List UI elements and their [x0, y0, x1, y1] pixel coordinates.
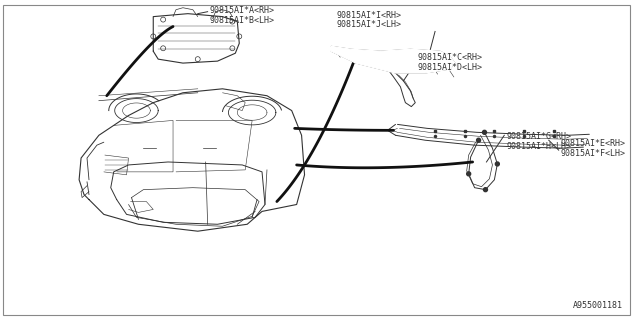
Text: 90815AI*A<RH>: 90815AI*A<RH> — [210, 6, 275, 15]
Text: 90815AI*E<RH>: 90815AI*E<RH> — [561, 139, 626, 148]
Polygon shape — [332, 46, 455, 73]
Circle shape — [483, 130, 486, 134]
Text: 90815AI*I<RH>: 90815AI*I<RH> — [336, 11, 401, 20]
Text: 90815AI*B<LH>: 90815AI*B<LH> — [210, 16, 275, 25]
Text: 90815AI*H<LH>: 90815AI*H<LH> — [506, 142, 572, 151]
Circle shape — [483, 188, 488, 192]
Text: 90815AI*C<RH>: 90815AI*C<RH> — [417, 53, 483, 62]
Text: A955001181: A955001181 — [573, 301, 623, 310]
Circle shape — [477, 138, 481, 142]
Text: 90815AI*J<LH>: 90815AI*J<LH> — [336, 20, 401, 29]
Text: 90815AI*G<RH>: 90815AI*G<RH> — [506, 132, 572, 141]
Text: 90815AI*D<LH>: 90815AI*D<LH> — [417, 63, 483, 72]
Circle shape — [467, 172, 470, 176]
Circle shape — [495, 162, 499, 166]
Text: 90815AI*F<LH>: 90815AI*F<LH> — [561, 149, 626, 158]
